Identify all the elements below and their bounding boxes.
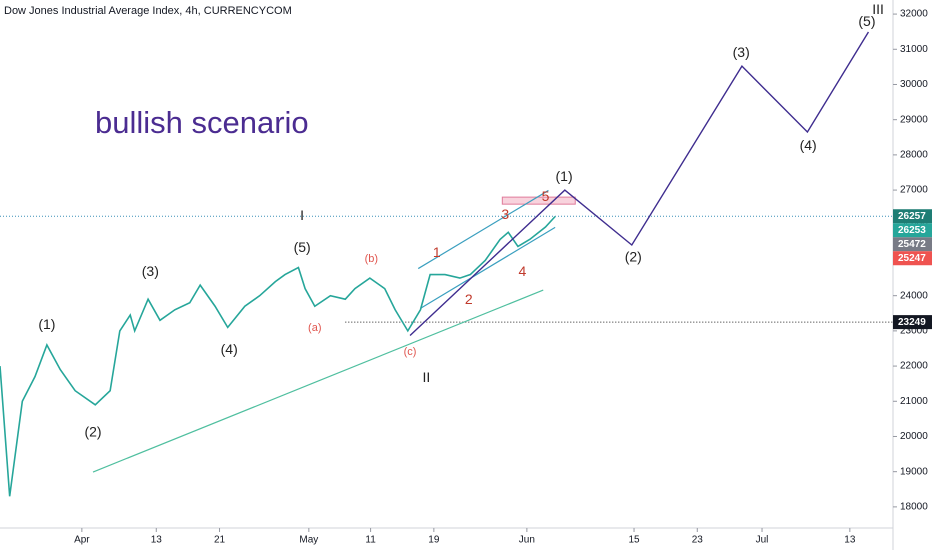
wave-label: 4 — [519, 263, 527, 279]
y-tick-label: 18000 — [900, 502, 928, 513]
x-tick-label: May — [299, 535, 318, 546]
y-tick-label: 32000 — [900, 9, 928, 20]
wave-label: (5) — [294, 239, 311, 255]
y-tick-label: 29000 — [900, 114, 928, 125]
y-tick-label: 28000 — [900, 150, 928, 161]
wave-label: (3) — [142, 263, 159, 279]
wave-projection — [409, 31, 870, 336]
trend-line — [420, 226, 556, 309]
wave-label: 2 — [465, 291, 473, 307]
wave-label: 3 — [501, 206, 509, 222]
y-tick-label: 21000 — [900, 396, 928, 407]
price-line — [0, 215, 556, 497]
wave-label: (1) — [556, 168, 573, 184]
wave-label: II — [423, 369, 431, 385]
y-tick-label: 27000 — [900, 185, 928, 196]
x-tick-label: Jul — [756, 535, 769, 546]
x-tick-label: Jun — [519, 535, 535, 546]
wave-label: (2) — [84, 424, 101, 440]
y-tick-label: 22000 — [900, 361, 928, 372]
price-label-box — [893, 209, 932, 224]
wave-label: (a) — [308, 322, 321, 334]
wave-label: (b) — [365, 253, 378, 265]
y-tick-label: 30000 — [900, 79, 928, 90]
resistance-zone — [501, 196, 576, 205]
y-tick-label: 23000 — [900, 326, 928, 337]
x-tick-label: 23 — [692, 535, 704, 546]
x-tick-label: Apr — [74, 535, 90, 546]
price-label-box — [893, 315, 932, 330]
x-tick-label: 21 — [214, 535, 226, 546]
x-tick-label: 13 — [151, 535, 163, 546]
price-label: 23249 — [898, 317, 926, 328]
price-label-box — [893, 251, 932, 266]
y-tick-label: 24000 — [900, 290, 928, 301]
chart-title: Dow Jones Industrial Average Index, 4h, … — [4, 5, 292, 17]
x-tick-label: 13 — [844, 535, 856, 546]
wave-label: (1) — [38, 316, 55, 332]
wave-label: 1 — [433, 244, 441, 260]
y-tick-label: 31000 — [900, 44, 928, 55]
wave-label: I — [300, 207, 304, 223]
trend-line — [92, 289, 544, 473]
wave-label: III — [872, 1, 884, 17]
price-label: 26253 — [898, 225, 926, 236]
wave-label: (c) — [404, 346, 417, 358]
wave-label: (5) — [858, 13, 875, 29]
trend-line — [417, 189, 549, 270]
x-tick-label: 11 — [365, 535, 376, 546]
price-label-box — [893, 237, 932, 252]
price-label: 25247 — [898, 253, 926, 264]
x-tick-label: 15 — [628, 535, 640, 546]
wave-label: (4) — [800, 137, 817, 153]
wave-label: 5 — [542, 188, 550, 204]
price-label-box — [893, 223, 932, 238]
wave-label: (4) — [221, 341, 238, 357]
wave-label: (3) — [733, 44, 750, 60]
scenario-label: bullish scenario — [95, 105, 309, 140]
wave-label: (2) — [625, 249, 642, 265]
y-tick-label: 19000 — [900, 466, 928, 477]
price-label: 26257 — [898, 211, 926, 222]
x-tick-label: 19 — [428, 535, 440, 546]
y-tick-label: 20000 — [900, 431, 928, 442]
price-label: 25472 — [898, 239, 926, 250]
